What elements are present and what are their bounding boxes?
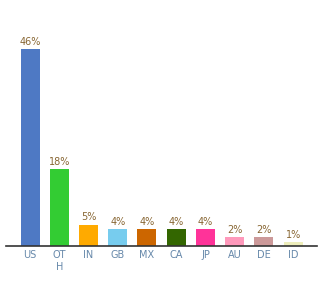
Bar bbox=[254, 237, 274, 246]
Text: 2%: 2% bbox=[227, 225, 242, 235]
Text: 2%: 2% bbox=[256, 225, 272, 235]
Text: 46%: 46% bbox=[19, 37, 41, 47]
Bar bbox=[167, 229, 186, 246]
Text: 4%: 4% bbox=[169, 217, 184, 227]
Bar bbox=[20, 49, 39, 246]
Bar bbox=[138, 229, 156, 246]
Text: 4%: 4% bbox=[198, 217, 213, 227]
Bar bbox=[225, 237, 244, 246]
Bar bbox=[50, 169, 69, 246]
Text: 4%: 4% bbox=[139, 217, 155, 227]
Bar bbox=[196, 229, 215, 246]
Text: 18%: 18% bbox=[49, 157, 70, 167]
Bar bbox=[284, 242, 303, 246]
Text: 1%: 1% bbox=[285, 230, 301, 240]
Text: 4%: 4% bbox=[110, 217, 125, 227]
Text: 5%: 5% bbox=[81, 212, 96, 223]
Bar bbox=[79, 225, 98, 246]
Bar bbox=[108, 229, 127, 246]
